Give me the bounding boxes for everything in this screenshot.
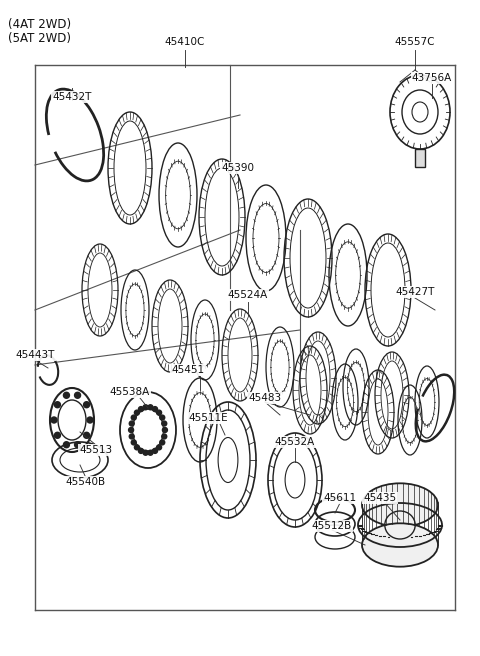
Circle shape [138, 449, 144, 453]
Circle shape [148, 405, 153, 410]
Circle shape [160, 440, 165, 445]
Text: 45532A: 45532A [275, 437, 315, 447]
Text: 45538A: 45538A [110, 387, 150, 397]
Circle shape [134, 410, 139, 415]
FancyBboxPatch shape [415, 149, 425, 167]
Circle shape [129, 428, 133, 432]
Circle shape [153, 449, 157, 453]
Circle shape [54, 432, 60, 438]
Text: 45451: 45451 [171, 365, 204, 375]
Circle shape [74, 392, 81, 398]
Circle shape [84, 432, 90, 438]
Circle shape [162, 421, 167, 426]
Text: 45483: 45483 [249, 393, 282, 403]
Text: 45443T: 45443T [15, 350, 55, 360]
Circle shape [156, 410, 162, 415]
Text: 45512B: 45512B [312, 521, 352, 531]
Text: 45390: 45390 [221, 163, 254, 173]
Text: 45511E: 45511E [188, 413, 228, 423]
Circle shape [74, 441, 81, 448]
Text: 45432T: 45432T [52, 92, 92, 102]
Text: 45427T: 45427T [396, 287, 435, 297]
Circle shape [129, 421, 134, 426]
Circle shape [131, 415, 136, 420]
Text: 45513: 45513 [79, 445, 113, 455]
Circle shape [84, 401, 90, 408]
Text: 43756A: 43756A [412, 73, 452, 83]
Text: (5AT 2WD): (5AT 2WD) [8, 32, 71, 45]
Circle shape [156, 445, 162, 450]
Circle shape [129, 434, 134, 439]
Circle shape [143, 450, 148, 455]
Circle shape [63, 441, 70, 448]
Circle shape [153, 407, 157, 411]
Circle shape [143, 405, 148, 410]
Circle shape [160, 415, 165, 420]
Circle shape [87, 417, 93, 423]
Text: 45410C: 45410C [165, 37, 205, 47]
Circle shape [148, 450, 153, 455]
Circle shape [162, 434, 167, 439]
Ellipse shape [362, 523, 438, 567]
Circle shape [138, 407, 144, 411]
Circle shape [134, 445, 139, 450]
Text: 45611: 45611 [324, 493, 357, 503]
Text: 45557C: 45557C [395, 37, 435, 47]
Circle shape [63, 392, 70, 398]
Text: 45524A: 45524A [228, 290, 268, 300]
Circle shape [54, 401, 60, 408]
Text: 45540B: 45540B [66, 477, 106, 487]
Circle shape [131, 440, 136, 445]
Text: (4AT 2WD): (4AT 2WD) [8, 18, 71, 31]
Text: 45435: 45435 [363, 493, 396, 503]
Ellipse shape [362, 483, 438, 527]
Circle shape [51, 417, 57, 423]
Circle shape [162, 428, 168, 432]
